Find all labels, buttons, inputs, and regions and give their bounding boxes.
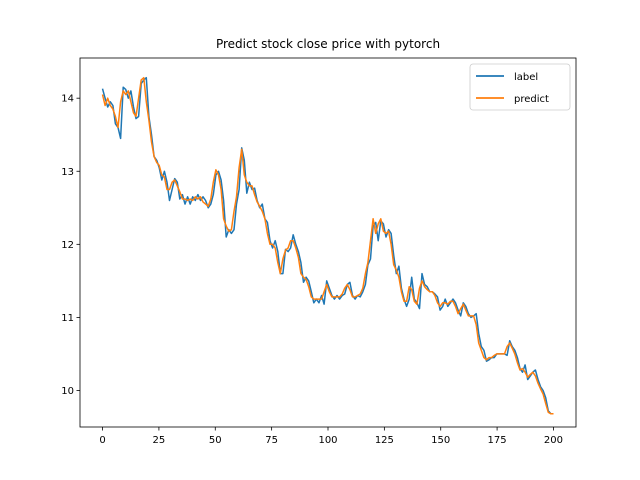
y-tick-label: 11 — [61, 313, 74, 324]
x-tick-label: 100 — [318, 435, 337, 446]
y-tick-label: 10 — [61, 386, 74, 397]
chart-title: Predict stock close price with pytorch — [216, 37, 440, 51]
legend-label-label: label — [514, 72, 538, 83]
x-tick-label: 150 — [431, 435, 450, 446]
x-tick-label: 25 — [153, 435, 166, 446]
axes-frame — [79, 57, 577, 428]
x-axis: 0 25 50 75 100 125 150 175 200 — [99, 427, 563, 446]
y-tick-label: 14 — [61, 94, 74, 105]
x-tick-label: 75 — [265, 435, 278, 446]
x-tick-label: 0 — [99, 435, 105, 446]
y-tick-label: 12 — [61, 240, 74, 251]
y-axis: 10 11 12 13 14 — [61, 94, 80, 397]
plot-area — [101, 76, 554, 415]
series-line-predict — [101, 76, 554, 415]
x-tick-label: 50 — [209, 435, 222, 446]
x-tick-label: 200 — [544, 435, 563, 446]
legend: label predict — [469, 63, 571, 111]
x-tick-label: 175 — [488, 435, 507, 446]
x-tick-label: 125 — [375, 435, 394, 446]
y-tick-label: 13 — [61, 167, 74, 178]
legend-label-predict: predict — [514, 94, 549, 105]
